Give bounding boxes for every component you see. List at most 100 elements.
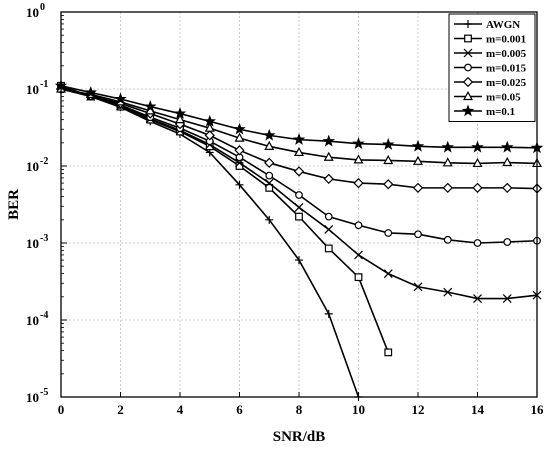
- data-point: [352, 137, 365, 149]
- data-point: [354, 273, 363, 282]
- data-point: [442, 157, 453, 167]
- y-tick-exponent: -3: [40, 233, 48, 244]
- data-point: [383, 269, 393, 279]
- data-point: [353, 177, 364, 189]
- x-tick-label: 6: [236, 402, 243, 417]
- x-tick-label: 14: [471, 402, 485, 417]
- legend-label: m=0.025: [486, 77, 527, 89]
- data-point: [354, 250, 363, 260]
- y-tick-label: 10: [26, 159, 39, 174]
- data-point: [324, 212, 333, 221]
- y-tick-label: 10: [26, 390, 39, 405]
- series-m=0.1: [54, 79, 544, 154]
- x-tick-label: 12: [412, 402, 425, 417]
- data-point: [263, 128, 276, 141]
- data-point: [441, 140, 454, 153]
- y-tick-exponent: -5: [40, 387, 48, 398]
- legend-marker: [464, 20, 472, 28]
- legend-marker: [462, 76, 474, 88]
- data-point: [294, 202, 304, 212]
- legend-marker: [462, 90, 474, 101]
- y-tick-label: 10: [26, 5, 39, 20]
- data-point: [411, 139, 425, 152]
- data-point: [235, 158, 244, 168]
- x-tick-label: 4: [177, 402, 184, 417]
- legend-item: m=0.005: [454, 48, 527, 60]
- data-point: [501, 140, 514, 153]
- data-point: [443, 287, 453, 297]
- data-point: [265, 171, 274, 180]
- data-point: [472, 182, 483, 194]
- legend-item: m=0.015: [454, 63, 527, 75]
- x-tick-label: 10: [352, 402, 365, 417]
- data-point: [443, 235, 452, 244]
- data-point: [442, 182, 453, 194]
- data-point: [322, 134, 335, 147]
- data-point: [204, 122, 215, 132]
- data-point: [144, 100, 157, 112]
- data-point: [412, 155, 424, 165]
- y-axis-title: BER: [6, 189, 22, 220]
- data-point: [414, 230, 422, 239]
- data-point: [472, 157, 483, 168]
- data-point: [502, 182, 513, 194]
- x-tick-label: 16: [531, 402, 545, 417]
- legend-item: m=0.05: [454, 90, 521, 104]
- data-point: [293, 146, 305, 157]
- data-point: [234, 145, 245, 156]
- y-tick-exponent: -1: [40, 79, 48, 90]
- legend-marker: [461, 104, 475, 117]
- data-point: [174, 114, 186, 124]
- data-point: [382, 138, 395, 150]
- y-tick-label: 10: [26, 82, 39, 97]
- y-tick-label: 10: [26, 236, 39, 251]
- legend-item: m=0.001: [454, 34, 526, 46]
- data-point: [471, 140, 484, 153]
- data-point: [265, 183, 274, 192]
- data-point: [84, 85, 97, 98]
- legend-label: m=0.005: [486, 48, 527, 60]
- y-tick-label: 10: [26, 313, 39, 328]
- y-tick-exponent: 0: [40, 2, 45, 13]
- data-point: [264, 140, 275, 150]
- data-point: [502, 156, 513, 167]
- legend-item: AWGN: [454, 19, 520, 31]
- y-tick-exponent: -4: [40, 310, 48, 321]
- legend-label: m=0.001: [486, 34, 526, 46]
- data-point: [203, 114, 216, 127]
- x-tick-label: 8: [296, 402, 303, 417]
- data-point: [235, 180, 244, 189]
- data-point: [295, 191, 303, 199]
- legend: AWGN m=0.001 m=0.005 m=0.015 m=0.025 m=0.05 m=…: [448, 13, 536, 122]
- data-point: [264, 178, 274, 188]
- legend-label: m=0.05: [486, 92, 521, 104]
- data-point: [354, 221, 363, 230]
- data-point: [353, 154, 364, 164]
- data-point: [204, 130, 215, 141]
- legend-marker: [463, 48, 473, 58]
- legend-marker: [464, 34, 472, 43]
- x-axis-title: SNR/dB: [273, 429, 326, 445]
- data-point: [264, 157, 275, 168]
- data-point: [324, 244, 333, 253]
- data-point: [265, 215, 274, 224]
- data-point: [323, 151, 334, 161]
- legend-marker: [464, 63, 472, 72]
- data-point: [383, 179, 394, 190]
- data-point: [503, 238, 512, 246]
- data-point: [324, 225, 334, 234]
- legend-label: m=0.015: [486, 63, 527, 75]
- y-tick-exponent: -2: [40, 156, 48, 167]
- data-point: [502, 294, 512, 303]
- x-tick-label: 0: [58, 402, 65, 417]
- data-point: [295, 256, 303, 265]
- data-point: [293, 166, 305, 177]
- data-point: [413, 282, 423, 292]
- data-point: [384, 348, 393, 357]
- data-point: [384, 229, 393, 237]
- data-point: [324, 309, 333, 318]
- legend-item: m=0.025: [454, 76, 527, 89]
- data-point: [234, 132, 245, 142]
- legend-label: m=0.1: [486, 106, 515, 118]
